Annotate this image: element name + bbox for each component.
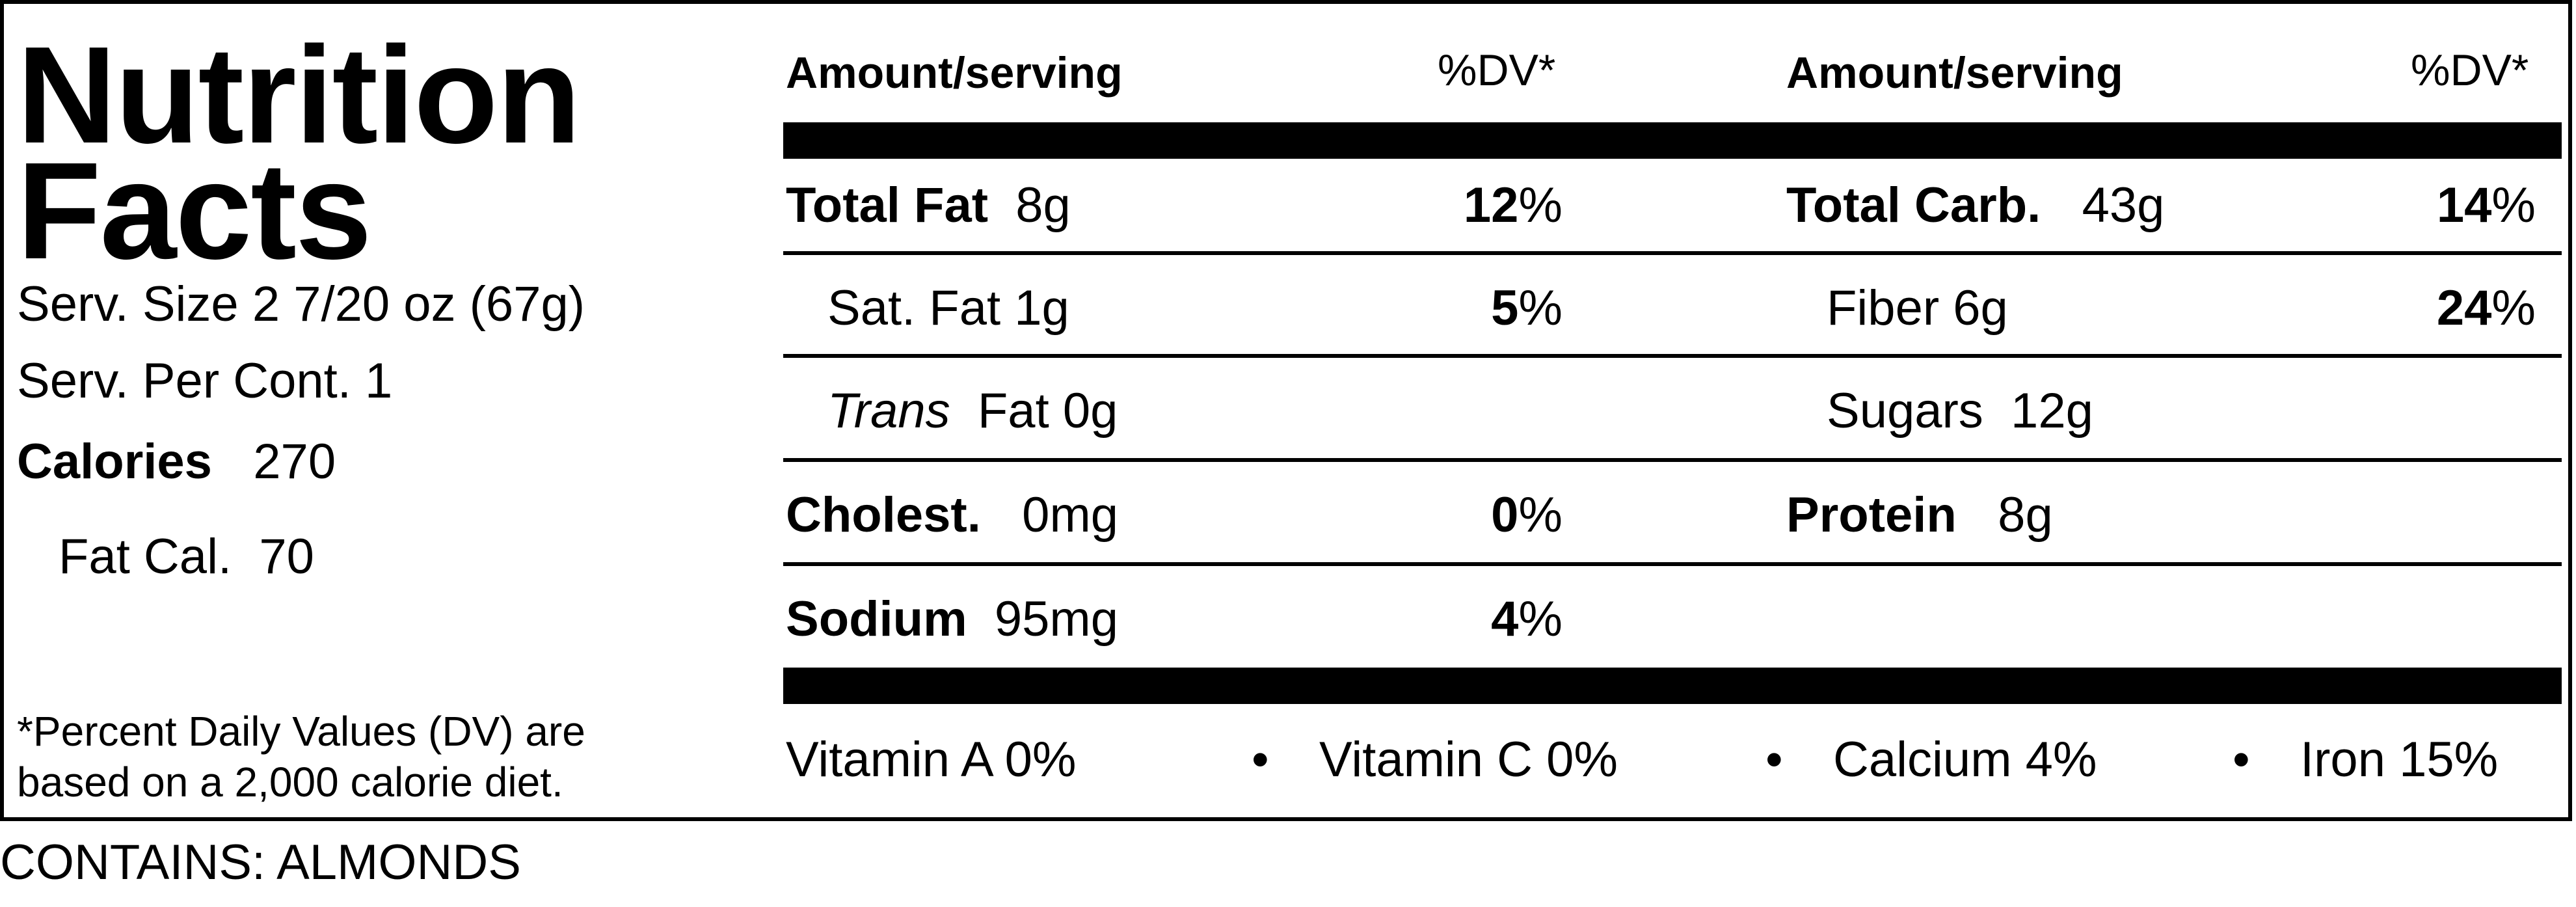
cholesterol-amount: 0mg (1022, 487, 1119, 543)
col1-amount-header: Amount/serving (786, 48, 1123, 98)
calories-label: Calories (17, 434, 212, 489)
col2-dv-header: %DV* (2411, 46, 2529, 95)
fiber-dv: 24% (2436, 280, 2536, 336)
fat-calories-label: Fat Cal. (59, 529, 232, 584)
allergen-statement: CONTAINS: ALMONDS (0, 835, 521, 890)
sat-fat-dv: 5% (1491, 280, 1563, 336)
sugars-amount: 12g (2011, 383, 2093, 439)
vitamin-c: Vitamin C 0% (1319, 732, 1618, 787)
nutrition-label (0, 0, 2572, 821)
col1-dv-header: %DV* (1438, 46, 1556, 95)
total-carb-amount: 43g (2082, 178, 2165, 233)
fat-calories-value: 70 (259, 529, 314, 584)
sat-fat-row: Sat. Fat 1g (827, 284, 1069, 333)
rule-1 (783, 251, 2562, 255)
bullet-2: • (1765, 732, 1783, 787)
total-carb-dv: 14% (2436, 178, 2536, 233)
rule-4 (783, 562, 2562, 566)
sat-fat-label: Sat. Fat (827, 280, 1001, 336)
bullet-1: • (1252, 732, 1269, 787)
iron: Iron 15% (2300, 732, 2499, 787)
trans-fat-label: Fat (977, 383, 1049, 439)
protein-row: Protein 8g (1786, 491, 2053, 540)
fiber-label: Fiber (1827, 280, 1940, 336)
protein-label: Protein (1786, 487, 1957, 543)
dv-footnote-line2: based on a 2,000 calorie diet. (17, 759, 563, 805)
total-carb-label: Total Carb. (1786, 178, 2041, 233)
rule-2 (783, 354, 2562, 358)
vitamin-a: Vitamin A 0% (786, 732, 1077, 787)
thick-rule-top (783, 122, 2562, 159)
serving-size: Serv. Size 2 7/20 oz (67g) (17, 277, 585, 332)
fat-calories-row: Fat Cal. 70 (59, 532, 314, 582)
cholesterol-dv: 0% (1491, 487, 1563, 543)
trans-fat-row: Trans Fat 0g (827, 386, 1118, 436)
sodium-row: Sodium 95mg (786, 595, 1118, 644)
sugars-row: Sugars 12g (1827, 386, 2093, 436)
cholesterol-label: Cholest. (786, 487, 981, 543)
calories-row: Calories 270 (17, 437, 336, 487)
total-fat-row: Total Fat 8g (786, 181, 1071, 230)
dv-footnote-line1: *Percent Daily Values (DV) are (17, 708, 585, 755)
col2-amount-header: Amount/serving (1786, 48, 2123, 98)
calcium: Calcium 4% (1833, 732, 2097, 787)
total-carb-row: Total Carb. 43g (1786, 181, 2164, 230)
fiber-amount: 6g (1953, 280, 2008, 336)
total-fat-dv: 12% (1463, 178, 1563, 233)
total-fat-label: Total Fat (786, 178, 989, 233)
servings-per-container: Serv. Per Cont. 1 (17, 353, 393, 409)
protein-amount: 8g (1998, 487, 2053, 543)
title-nutrition: Nutrition (17, 18, 581, 172)
sodium-amount: 95mg (994, 591, 1119, 647)
sugars-label: Sugars (1827, 383, 1983, 439)
bullet-3: • (2233, 732, 2250, 787)
trans-fat-italic: Trans (827, 383, 950, 439)
thick-rule-bottom (783, 668, 2562, 704)
trans-fat-amount: 0g (1062, 383, 1118, 439)
title-facts: Facts (17, 133, 372, 288)
calories-value: 270 (253, 434, 336, 489)
rule-3 (783, 458, 2562, 462)
sodium-label: Sodium (786, 591, 967, 647)
cholesterol-row: Cholest. 0mg (786, 491, 1118, 540)
total-fat-amount: 8g (1015, 178, 1071, 233)
sodium-dv: 4% (1491, 591, 1563, 647)
fiber-row: Fiber 6g (1827, 284, 2008, 333)
sat-fat-amount: 1g (1014, 280, 1069, 336)
